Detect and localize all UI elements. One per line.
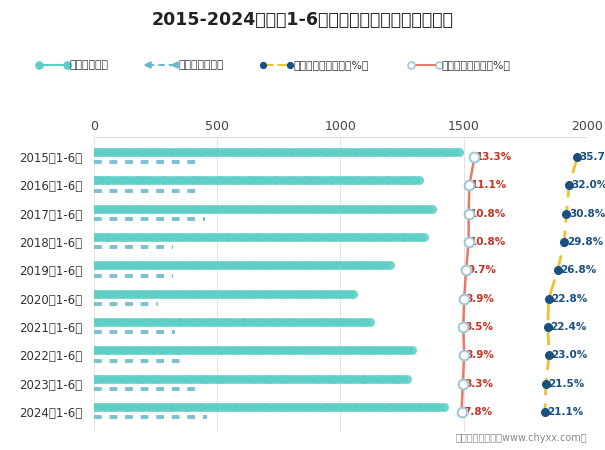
Text: 29.8%: 29.8% xyxy=(567,237,603,247)
Text: 8.5%: 8.5% xyxy=(465,322,494,332)
Text: 30.8%: 30.8% xyxy=(569,209,605,219)
Text: 9.7%: 9.7% xyxy=(468,266,497,275)
Text: 26.8%: 26.8% xyxy=(560,266,597,275)
Text: 13.3%: 13.3% xyxy=(476,152,512,162)
Text: 23.0%: 23.0% xyxy=(552,351,588,360)
Text: 22.8%: 22.8% xyxy=(551,294,587,304)
Text: 制图：智研咨询（www.chyxx.com）: 制图：智研咨询（www.chyxx.com） xyxy=(455,433,587,443)
Text: 7.8%: 7.8% xyxy=(463,407,492,417)
Text: 11.1%: 11.1% xyxy=(471,180,507,190)
Text: 2015-2024年各年1-6月甘肃省工业企业存货统计图: 2015-2024年各年1-6月甘肃省工业企业存货统计图 xyxy=(152,11,453,29)
Text: 存货占流动资产比（%）: 存货占流动资产比（%） xyxy=(293,60,369,70)
Text: 10.8%: 10.8% xyxy=(470,209,506,219)
Text: 8.9%: 8.9% xyxy=(466,294,494,304)
Text: 32.0%: 32.0% xyxy=(572,180,605,190)
Text: 22.4%: 22.4% xyxy=(551,322,587,332)
Text: 21.5%: 21.5% xyxy=(548,379,584,389)
Text: 产成品（亿元）: 产成品（亿元） xyxy=(178,60,224,70)
Text: 8.3%: 8.3% xyxy=(464,379,493,389)
Text: 存货（亿元）: 存货（亿元） xyxy=(70,60,108,70)
Text: 10.8%: 10.8% xyxy=(470,237,506,247)
Text: 存货占总资产比（%）: 存货占总资产比（%） xyxy=(442,60,511,70)
Text: 8.9%: 8.9% xyxy=(466,351,494,360)
Text: 35.7%: 35.7% xyxy=(580,152,605,162)
Text: 21.1%: 21.1% xyxy=(548,407,584,417)
